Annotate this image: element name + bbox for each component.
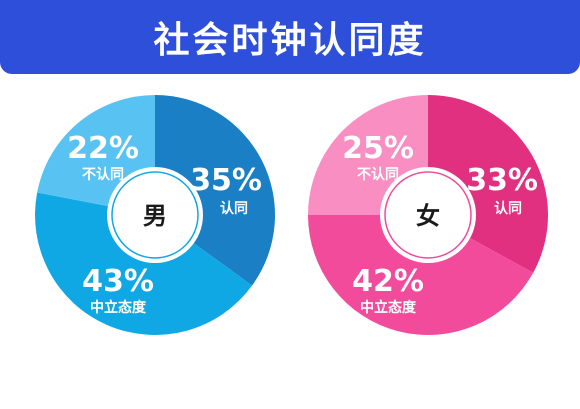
pct-male-agree: 35%	[190, 163, 262, 198]
label-male-neutral: 中立态度	[90, 299, 147, 316]
label-female-disagree: 不认同	[357, 166, 399, 183]
title-banner: 社会时钟认同度	[0, 0, 580, 74]
label-female-agree: 认同	[494, 200, 522, 217]
pct-female-disagree: 25%	[342, 131, 414, 166]
label-female-neutral: 中立态度	[360, 299, 417, 316]
slice-male-neutral	[35, 192, 253, 335]
slice-female-neutral	[307, 215, 534, 336]
pct-female-neutral: 42%	[352, 264, 424, 299]
label-male-disagree: 不认同	[82, 166, 124, 183]
page-title: 社会时钟认同度	[153, 20, 427, 61]
pct-male-disagree: 22%	[67, 131, 139, 166]
pct-female-agree: 33%	[466, 163, 538, 198]
center-disc-male	[111, 171, 199, 259]
center-label-male: 男	[143, 202, 167, 230]
slice-male-agree	[155, 95, 275, 286]
pct-male-neutral: 43%	[82, 264, 154, 299]
pie-male: 男 35% 认同 43% 中立态度 22% 不认同	[35, 95, 275, 335]
pie-female: 女 33% 认同 42% 中立态度 25% 不认同	[307, 94, 549, 336]
center-label-female: 女	[416, 202, 440, 230]
label-male-agree: 认同	[220, 200, 248, 217]
center-disc-female	[384, 171, 472, 259]
